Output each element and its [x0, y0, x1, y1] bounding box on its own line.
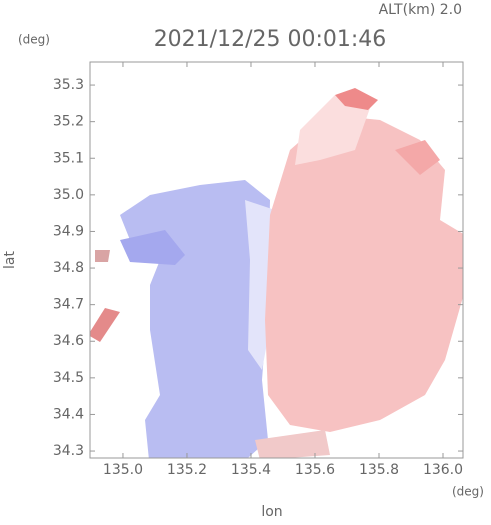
chart-title: 2021/12/25 00:01:46 [154, 27, 387, 52]
x-tick-label: 135.0 [103, 462, 143, 478]
y-tick-label: 35.1 [53, 150, 84, 166]
receding-light [295, 95, 370, 165]
west-cell [90, 308, 120, 342]
velocity-field [90, 88, 463, 458]
approaching-core [120, 230, 185, 265]
x-tick-label: 135.6 [295, 462, 335, 478]
y-tick-label: 35.0 [53, 187, 84, 203]
x-tick-label: 135.8 [359, 462, 399, 478]
receding-strong [335, 88, 378, 110]
x-tick-label: 135.2 [167, 462, 207, 478]
x-tick-label: 136.0 [423, 462, 463, 478]
y-tick-label: 34.5 [53, 370, 84, 386]
west-spot [95, 250, 110, 262]
south-echo [255, 430, 330, 458]
y-tick-label: 34.8 [53, 260, 84, 276]
y-unit: (deg) [18, 33, 50, 47]
y-tick-label: 35.3 [53, 77, 84, 93]
x-tick-label: 135.4 [231, 462, 271, 478]
x-unit: (deg) [452, 485, 484, 499]
y-tick-label: 34.3 [53, 443, 84, 459]
y-tick-label: 34.6 [53, 333, 84, 349]
receding-echo [265, 115, 463, 432]
subtitle: ALT(km) 2.0 [379, 2, 462, 18]
x-axis-label: lon [261, 504, 282, 520]
y-tick-label: 34.7 [53, 297, 84, 313]
y-tick-label: 34.4 [53, 406, 84, 422]
y-tick-label: 35.2 [53, 114, 84, 130]
plot-frame [89, 61, 464, 459]
y-tick-label: 34.9 [53, 223, 84, 239]
y-axis-label: lat [2, 251, 18, 269]
receding-patch [395, 140, 440, 175]
